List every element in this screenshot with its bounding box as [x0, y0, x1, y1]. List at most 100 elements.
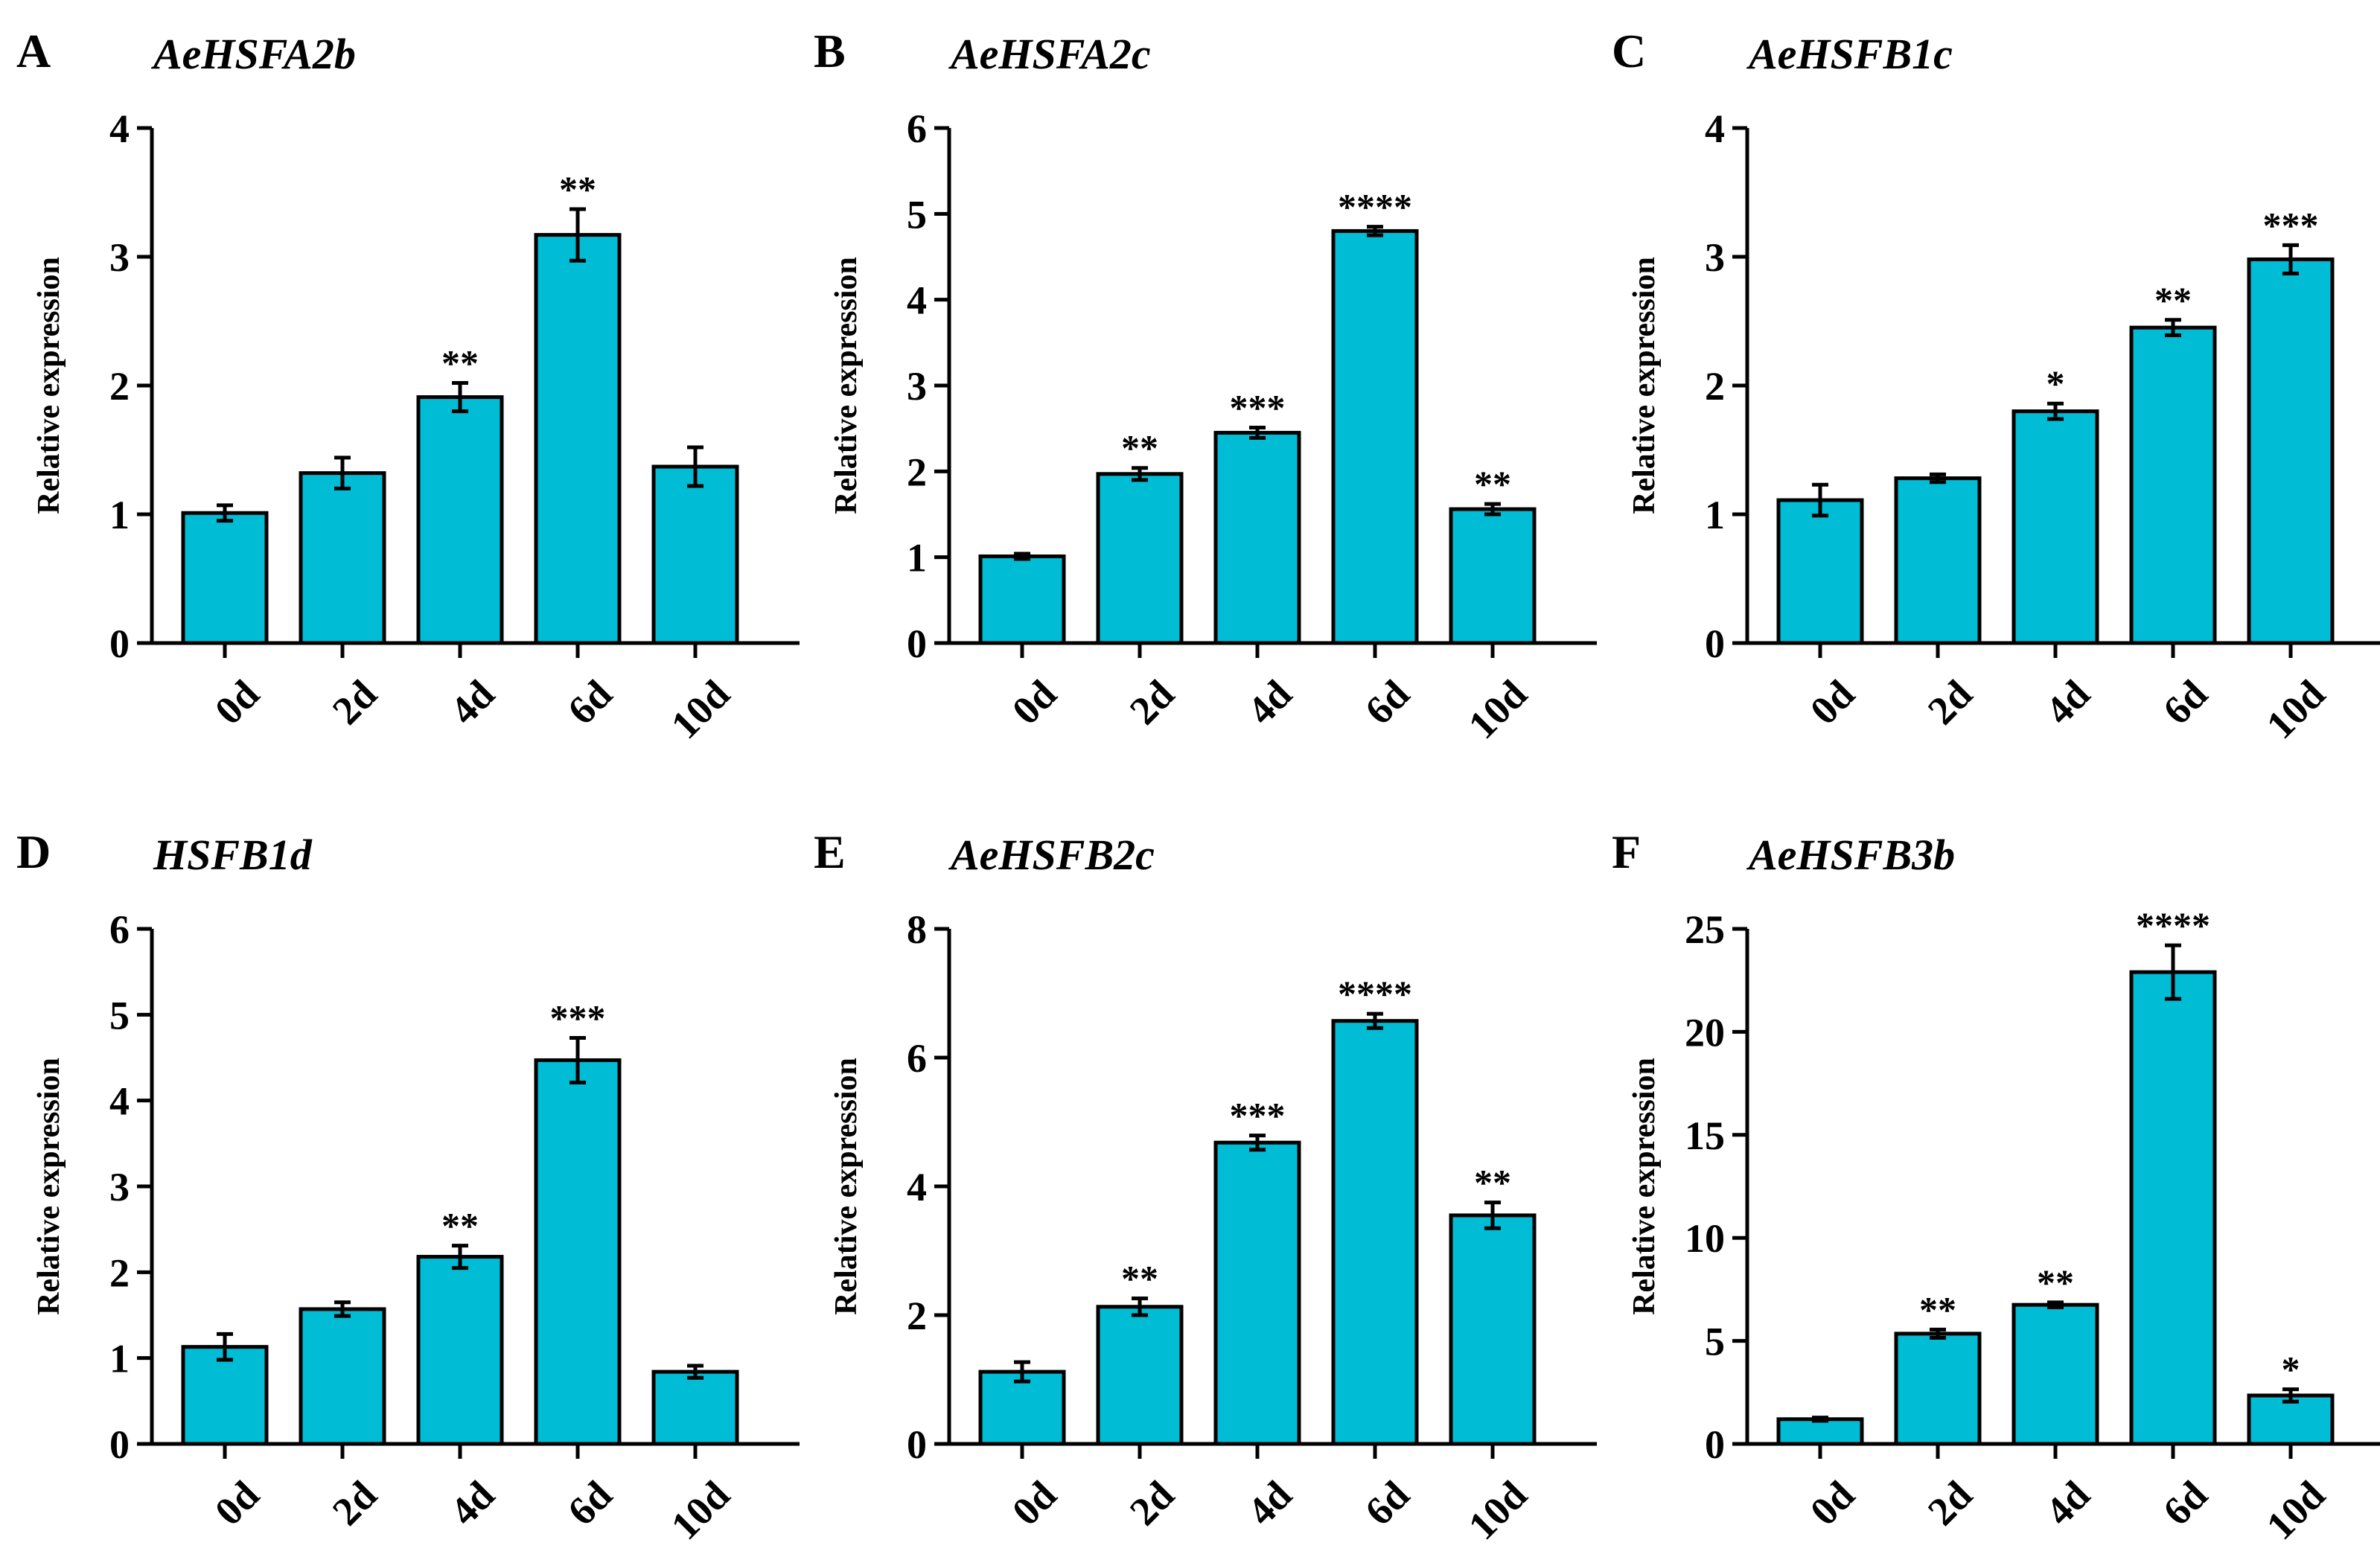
bar-6d: [2129, 325, 2217, 645]
y-tick-label: 8: [907, 907, 927, 952]
error-bar: [1014, 1360, 1030, 1384]
significance-label: ***: [1230, 387, 1286, 429]
x-tick-label: 2d: [1919, 1472, 1981, 1534]
panel-letter: D: [16, 825, 51, 878]
significance-label: **: [1474, 1162, 1511, 1203]
significance-label: **: [2154, 279, 2192, 321]
error-bar: [1484, 502, 1501, 517]
significance-label: *: [2046, 362, 2065, 404]
error-bar: [2047, 1300, 2064, 1309]
y-tick-label: 5: [109, 993, 130, 1038]
chart-title: HSFB1d: [153, 831, 313, 879]
error-bar: [1930, 1327, 1946, 1340]
significance-label: **: [1919, 1288, 1956, 1330]
significance-label: ***: [550, 997, 606, 1038]
x-tick-label: 0d: [206, 1472, 268, 1534]
x-tick-label: 2d: [1919, 671, 1981, 733]
x-tick-label: 0d: [1802, 1472, 1863, 1534]
y-tick-label: 0: [907, 621, 927, 666]
significance-label: **: [559, 168, 596, 210]
y-tick-label: 6: [907, 1036, 927, 1081]
chart-panel-c: C AeHSFB1c Relative expression 0 1 2 3 4 0d 2d * 4d…: [1612, 25, 2380, 747]
bar-2d: [1894, 1332, 1982, 1446]
bar-10d: [1449, 507, 1537, 645]
y-axis-label: Relative expression: [32, 1058, 66, 1315]
y-tick-label: 6: [109, 907, 130, 952]
bar-10d: [1449, 1213, 1537, 1446]
x-tick-label: 4d: [1239, 1472, 1301, 1534]
bar-4d: [416, 395, 504, 645]
y-tick-label: 2: [907, 1294, 927, 1338]
bar-2d: [1096, 1305, 1184, 1446]
error-bar: [1812, 482, 1828, 518]
axes: [150, 929, 800, 1446]
significance-label: ****: [1338, 973, 1412, 1014]
error-bar: [1014, 552, 1030, 561]
error-bar: [1249, 426, 1266, 440]
bar-0d: [978, 554, 1066, 645]
y-tick-label: 0: [109, 621, 130, 666]
y-tick-label: 20: [1685, 1010, 1725, 1055]
error-bar: [1812, 1416, 1828, 1423]
significance-label: ****: [1338, 186, 1412, 228]
error-bar: [217, 503, 233, 523]
y-tick-label: 3: [1705, 235, 1725, 280]
error-bar: [1132, 1297, 1148, 1317]
y-tick-label: 10: [1685, 1216, 1725, 1261]
significance-label: **: [1121, 1258, 1158, 1300]
panel-letter: A: [16, 25, 51, 77]
error-bar: [1132, 466, 1148, 482]
significance-label: **: [441, 1205, 479, 1247]
axes: [947, 929, 1597, 1446]
x-tick-label: 6d: [559, 1472, 621, 1534]
y-tick-label: 4: [109, 106, 130, 151]
error-bar: [2282, 243, 2299, 275]
bar-6d: [534, 1058, 622, 1446]
y-tick-label: 2: [109, 364, 130, 409]
y-tick-label: 25: [1685, 907, 1725, 952]
error-bar: [452, 381, 468, 414]
x-tick-label: 6d: [1356, 1472, 1418, 1534]
x-tick-label: 10d: [663, 671, 738, 747]
y-axis-label: Relative expression: [1627, 1058, 1662, 1315]
y-tick-label: 2: [907, 450, 927, 494]
error-bar: [1484, 1201, 1501, 1230]
bar-10d: [2247, 257, 2335, 645]
bar-10d: [651, 464, 739, 645]
bar-2d: [1894, 476, 1982, 645]
error-bar: [687, 445, 704, 488]
x-tick-label: 0d: [206, 671, 268, 733]
bar-6d: [1331, 228, 1419, 645]
x-tick-label: 0d: [1004, 1472, 1065, 1534]
bar-2d: [299, 471, 386, 645]
y-tick-label: 0: [1705, 621, 1725, 666]
chart-title: AeHSFB2c: [948, 831, 1155, 879]
axes: [150, 128, 800, 645]
bar-4d: [2011, 1302, 2099, 1446]
error-bar: [570, 1035, 586, 1084]
y-tick-label: 0: [907, 1422, 927, 1467]
x-tick-label: 10d: [1460, 1472, 1536, 1548]
x-tick-label: 2d: [1121, 1472, 1183, 1534]
chart-title: AeHSFB3b: [1746, 831, 1955, 879]
bar-6d: [534, 233, 622, 645]
y-tick-label: 2: [109, 1250, 130, 1295]
significance-label: *: [2282, 1349, 2300, 1390]
bar-0d: [181, 511, 269, 645]
y-axis-label: Relative expression: [1627, 257, 1662, 514]
axes: [1745, 128, 2380, 645]
x-tick-label: 2d: [324, 1472, 386, 1534]
x-tick-label: 6d: [2154, 671, 2216, 733]
significance-label: **: [1474, 463, 1511, 505]
panel-letter: F: [1612, 825, 1641, 878]
x-tick-label: 0d: [1802, 671, 1863, 733]
error-bar: [1367, 225, 1383, 237]
y-tick-label: 1: [1705, 493, 1725, 537]
error-bar: [217, 1332, 233, 1362]
significance-label: ****: [2136, 904, 2210, 946]
x-tick-label: 6d: [2154, 1472, 2216, 1534]
bar-6d: [1331, 1019, 1419, 1446]
x-tick-label: 10d: [2258, 1472, 2334, 1548]
error-bar: [452, 1244, 468, 1270]
